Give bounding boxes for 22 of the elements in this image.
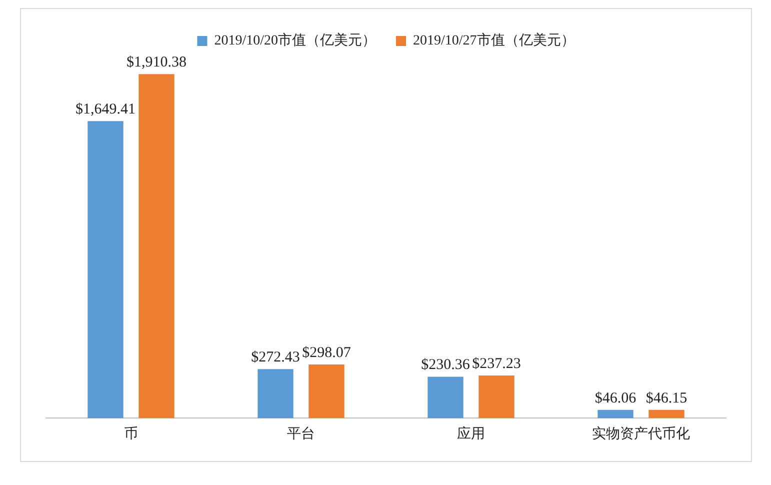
data-label: $298.07: [302, 344, 352, 361]
data-label: $1,649.41: [76, 102, 136, 118]
legend-label: 2019/10/27市值（亿美元）: [413, 32, 575, 49]
bar: [428, 376, 464, 418]
x-tick-label: 实物资产代币化: [592, 426, 690, 442]
x-tick-label: 币: [124, 426, 138, 442]
legend-label: 2019/10/20市值（亿美元）: [214, 32, 376, 49]
data-label: $272.43: [251, 350, 300, 366]
bar: [88, 121, 124, 418]
x-tick-label: 应用: [457, 426, 485, 442]
bar: [478, 375, 514, 418]
data-label: $46.06: [594, 390, 637, 406]
data-label: $237.23: [472, 356, 521, 372]
bar: [308, 364, 344, 418]
bar: [598, 410, 634, 418]
data-label: $230.36: [421, 357, 470, 374]
bar: [648, 410, 684, 418]
data-label: $1,910.38: [126, 54, 186, 71]
bar: [138, 74, 174, 418]
bar: [258, 369, 294, 418]
x-tick-label: 平台: [287, 426, 315, 442]
data-label: $46.15: [646, 390, 688, 406]
